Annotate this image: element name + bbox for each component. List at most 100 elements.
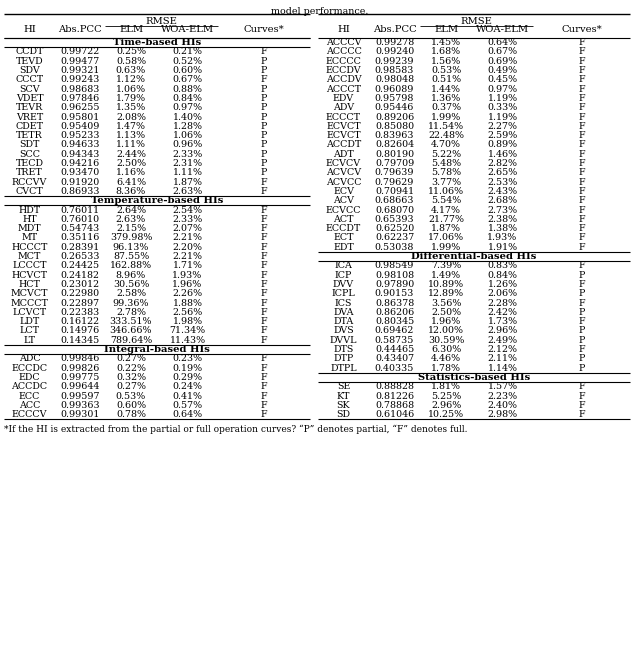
Text: F: F <box>260 336 268 345</box>
Text: ECVCV: ECVCV <box>326 159 361 168</box>
Text: F: F <box>260 178 268 187</box>
Text: ECCDV: ECCDV <box>326 66 362 75</box>
Text: 2.96%: 2.96% <box>488 326 518 336</box>
Text: 2.43%: 2.43% <box>488 187 518 196</box>
Text: 0.97%: 0.97% <box>172 103 203 112</box>
Text: 0.45%: 0.45% <box>488 75 518 84</box>
Text: 2.42%: 2.42% <box>488 308 518 317</box>
Text: F: F <box>260 354 268 363</box>
Text: RCCVV: RCCVV <box>12 178 47 187</box>
Text: 0.69462: 0.69462 <box>375 326 414 336</box>
Text: 0.99363: 0.99363 <box>60 401 100 410</box>
Text: 0.43407: 0.43407 <box>375 354 414 363</box>
Text: LT: LT <box>24 336 35 345</box>
Text: 0.98683: 0.98683 <box>60 84 100 93</box>
Text: RMSE: RMSE <box>461 18 492 27</box>
Text: P: P <box>261 159 267 168</box>
Text: 1.36%: 1.36% <box>431 94 461 103</box>
Text: 30.59%: 30.59% <box>428 336 464 345</box>
Text: DTS: DTS <box>333 345 354 354</box>
Text: F: F <box>578 262 585 271</box>
Text: F: F <box>578 66 585 75</box>
Text: F: F <box>578 224 585 233</box>
Text: 0.27%: 0.27% <box>116 382 146 391</box>
Text: 0.99826: 0.99826 <box>60 363 100 373</box>
Text: 0.53%: 0.53% <box>116 391 146 400</box>
Text: ICA: ICA <box>335 262 353 271</box>
Text: 1.99%: 1.99% <box>431 112 461 121</box>
Text: 0.79709: 0.79709 <box>375 159 414 168</box>
Text: HDT: HDT <box>19 206 40 215</box>
Text: F: F <box>578 168 585 177</box>
Text: F: F <box>578 122 585 131</box>
Text: 0.24425: 0.24425 <box>60 262 100 271</box>
Text: 1.87%: 1.87% <box>431 224 461 233</box>
Text: 11.54%: 11.54% <box>428 122 464 131</box>
Text: F: F <box>260 410 268 419</box>
Text: 1.14%: 1.14% <box>488 363 518 373</box>
Text: Temperature-based HIs: Temperature-based HIs <box>91 196 223 205</box>
Text: F: F <box>260 373 268 382</box>
Text: 2.44%: 2.44% <box>116 150 146 159</box>
Text: LCVCT: LCVCT <box>12 308 47 317</box>
Text: ECV: ECV <box>333 187 354 196</box>
Text: 4.17%: 4.17% <box>431 206 461 215</box>
Text: P: P <box>579 308 585 317</box>
Text: 2.26%: 2.26% <box>172 289 203 299</box>
Text: model performance.: model performance. <box>271 7 369 16</box>
Text: TRET: TRET <box>16 168 43 177</box>
Text: 0.82604: 0.82604 <box>375 140 414 149</box>
Text: F: F <box>260 262 268 271</box>
Text: ACCCT: ACCCT <box>326 84 361 93</box>
Text: 0.79639: 0.79639 <box>375 168 414 177</box>
Text: ACCCC: ACCCC <box>326 47 362 56</box>
Text: 5.22%: 5.22% <box>431 150 461 159</box>
Text: 0.99722: 0.99722 <box>60 47 100 56</box>
Text: 4.46%: 4.46% <box>431 354 461 363</box>
Text: F: F <box>578 196 585 205</box>
Text: 8.96%: 8.96% <box>116 271 146 280</box>
Text: 0.26533: 0.26533 <box>60 252 100 261</box>
Text: 2.50%: 2.50% <box>431 308 461 317</box>
Text: 11.06%: 11.06% <box>428 187 464 196</box>
Text: P: P <box>579 354 585 363</box>
Text: ADV: ADV <box>333 103 354 112</box>
Text: 10.89%: 10.89% <box>428 280 464 289</box>
Text: 2.82%: 2.82% <box>488 159 518 168</box>
Text: 1.96%: 1.96% <box>172 280 203 289</box>
Text: 0.68070: 0.68070 <box>375 206 414 215</box>
Text: 0.83963: 0.83963 <box>375 131 414 140</box>
Text: 0.16122: 0.16122 <box>60 317 100 326</box>
Text: 0.24182: 0.24182 <box>61 271 99 280</box>
Text: F: F <box>578 131 585 140</box>
Text: 0.60%: 0.60% <box>116 401 146 410</box>
Text: CCDT: CCDT <box>15 47 44 56</box>
Text: P: P <box>579 336 585 345</box>
Text: 789.64%: 789.64% <box>110 336 152 345</box>
Text: 0.51%: 0.51% <box>431 75 461 84</box>
Text: 0.98108: 0.98108 <box>375 271 414 280</box>
Text: 87.55%: 87.55% <box>113 252 149 261</box>
Text: SE: SE <box>337 382 350 391</box>
Text: 0.86206: 0.86206 <box>375 308 414 317</box>
Text: TETR: TETR <box>16 131 43 140</box>
Text: 1.16%: 1.16% <box>116 168 146 177</box>
Text: F: F <box>578 103 585 112</box>
Text: DTA: DTA <box>333 317 354 326</box>
Text: DVVL: DVVL <box>330 336 357 345</box>
Text: 0.96%: 0.96% <box>172 140 203 149</box>
Text: 0.98048: 0.98048 <box>375 75 414 84</box>
Text: MCCCT: MCCCT <box>11 299 49 308</box>
Text: WOA-ELM: WOA-ELM <box>476 25 529 34</box>
Text: 2.33%: 2.33% <box>172 150 203 159</box>
Text: VDET: VDET <box>16 94 44 103</box>
Text: 11.43%: 11.43% <box>170 336 205 345</box>
Text: 1.49%: 1.49% <box>431 271 461 280</box>
Text: 10.25%: 10.25% <box>428 410 464 419</box>
Text: 0.78868: 0.78868 <box>375 401 414 410</box>
Text: 1.38%: 1.38% <box>488 224 518 233</box>
Text: 0.80190: 0.80190 <box>375 150 414 159</box>
Text: 1.56%: 1.56% <box>431 56 461 66</box>
Text: 2.58%: 2.58% <box>116 289 146 299</box>
Text: LCT: LCT <box>19 326 40 336</box>
